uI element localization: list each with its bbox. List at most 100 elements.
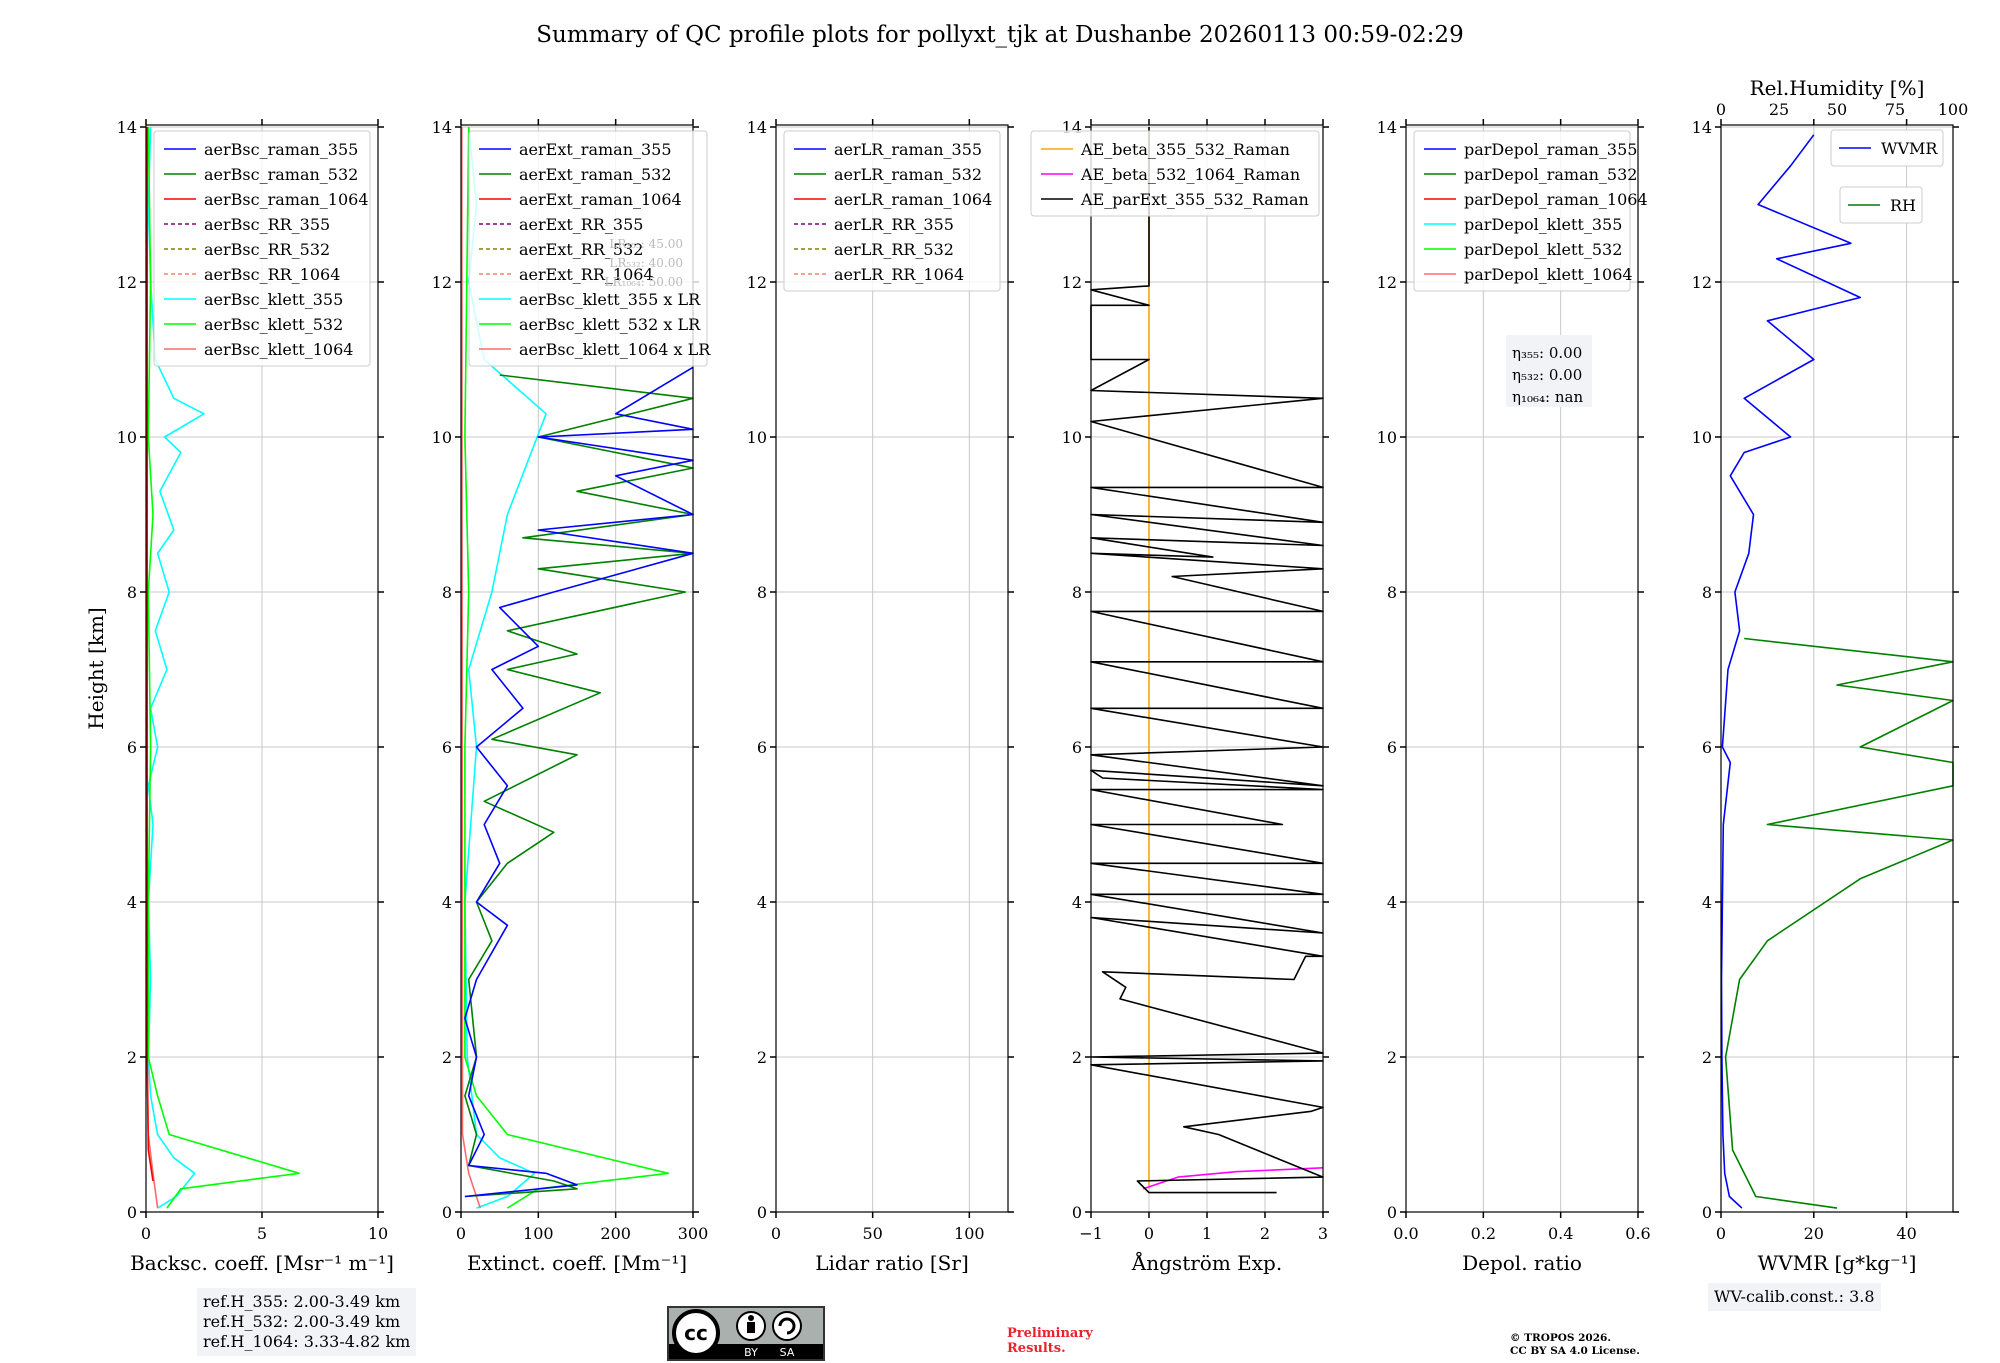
x-tick-label: 0 [1716, 1224, 1726, 1243]
legend-label: aerBsc_RR_1064 [204, 265, 340, 284]
y-tick-label: 2 [442, 1048, 452, 1067]
legend-label: aerBsc_klett_1064 x LR [519, 340, 711, 359]
y-tick-label: 14 [1692, 118, 1712, 137]
legend-label: aerExt_RR_355 [519, 215, 643, 234]
preliminary-line1: Preliminary [1007, 1326, 1093, 1341]
legend-label: parDepol_klett_532 [1464, 240, 1622, 259]
y-tick-label: 2 [1387, 1048, 1397, 1067]
y-tick-label: 8 [1072, 583, 1082, 602]
y-tick-label: 2 [1702, 1048, 1712, 1067]
legend-label: AE_beta_355_532_Raman [1080, 140, 1290, 159]
x-tick-label: 10 [368, 1224, 388, 1243]
legend-label: aerBsc_klett_532 [204, 315, 343, 334]
top-axis-label: Rel.Humidity [%] [1750, 76, 1925, 100]
y-tick-label: 6 [442, 738, 452, 757]
wv-calib-const: WV-calib.const.: 3.8 [1714, 1287, 1875, 1306]
legend-label: parDepol_raman_1064 [1464, 190, 1648, 209]
legend-label: aerBsc_klett_532 x LR [519, 315, 701, 334]
y-tick-label: 0 [1072, 1203, 1082, 1222]
copyright-line1: © TROPOS 2026. [1510, 1332, 1612, 1344]
series-line-aerBsc_klett_532 [147, 126, 300, 1209]
y-tick-label: 10 [1062, 428, 1082, 447]
x-axis-label: Lidar ratio [Sr] [815, 1251, 969, 1275]
legend-label: aerBsc_raman_1064 [204, 190, 369, 209]
y-tick-label: 6 [757, 738, 767, 757]
cc-logo-icon: cc BY SA [669, 1308, 823, 1359]
wv-calib-box: WV-calib.const.: 3.8 [1708, 1283, 1881, 1311]
x-tick-label: 100 [954, 1224, 985, 1243]
y-tick-label: 6 [1702, 738, 1712, 757]
y-tick-label: 2 [127, 1048, 137, 1067]
series-line-AE_beta_532_1064_Raman [1142, 1167, 1324, 1190]
legend-label: aerLR_RR_532 [834, 240, 954, 259]
ref-h-355: ref.H_355: 2.00-3.49 km [203, 1292, 401, 1311]
y-tick-label: 2 [1072, 1048, 1082, 1067]
x-axis-label: Backsc. coeff. [Msr⁻¹ m⁻¹] [130, 1251, 394, 1275]
x-tick-label: 200 [600, 1224, 631, 1243]
y-axis-label: Height [km] [84, 607, 108, 729]
y-tick-label: 0 [1702, 1203, 1712, 1222]
legend: parDepol_raman_355 parDepol_raman_532 parD… [1413, 130, 1648, 292]
y-tick-label: 4 [1387, 893, 1397, 912]
x-tick-label: 0 [141, 1224, 151, 1243]
legend-label: aerBsc_raman_355 [204, 140, 358, 159]
x-tick-label: 5 [257, 1224, 267, 1243]
y-tick-label: 4 [1072, 893, 1082, 912]
legend: aerExt_raman_355 aerExt_raman_532 aerExt_r… [468, 130, 711, 367]
y-tick-label: 6 [1387, 738, 1397, 757]
x-tick-label: 0 [456, 1224, 466, 1243]
panel-depolarization: 0 2 4 6 8 10 12 14 0.0 0.2 0.4 0.6 Depol. ratio parDe… [1377, 118, 1651, 1275]
preliminary-line2: Results. [1007, 1341, 1066, 1356]
y-tick-label: 14 [432, 118, 452, 137]
legend-label: parDepol_raman_532 [1464, 165, 1637, 184]
y-tick-label: 14 [117, 118, 137, 137]
y-tick-label: 10 [747, 428, 767, 447]
y-tick-label: 4 [127, 893, 137, 912]
cc-license-badge: cc BY SA [667, 1306, 825, 1361]
ref-h-532: ref.H_532: 2.00-3.49 km [203, 1312, 401, 1331]
legend-label: parDepol_klett_355 [1464, 215, 1622, 234]
preliminary-note: Preliminary Results. [1007, 1326, 1093, 1356]
top-tick-label: 25 [1769, 100, 1789, 119]
x-axis-label: Ångström Exp. [1131, 1250, 1282, 1275]
eta-label: η₅₃₂: 0.00 [1512, 366, 1582, 384]
y-tick-label: 12 [1692, 273, 1712, 292]
x-tick-label: 100 [523, 1224, 554, 1243]
x-tick-label: 50 [862, 1224, 882, 1243]
legend: aerLR_raman_355 aerLR_raman_532 aerLR_rama… [783, 130, 1001, 292]
cc-by-label: BY [744, 1346, 758, 1359]
series-line-aerBsc_klett_355 [147, 126, 205, 1209]
x-tick-label: 300 [678, 1224, 709, 1243]
x-tick-label: 0.0 [1393, 1224, 1418, 1243]
x-tick-label: 0.4 [1548, 1224, 1573, 1243]
y-tick-label: 12 [432, 273, 452, 292]
y-tick-label: 8 [1387, 583, 1397, 602]
series-line-WVMR [1720, 134, 1861, 1209]
panel-extinction: 0 2 4 6 8 10 12 14 0 100 200 300 Extinct. coeff. [Mm… [432, 118, 712, 1275]
x-tick-label: 0.2 [1471, 1224, 1496, 1243]
top-tick-label: 0 [1716, 100, 1726, 119]
legend-box [468, 130, 708, 367]
x-tick-label: 40 [1896, 1224, 1916, 1243]
legend-rh-label: RH [1890, 196, 1916, 215]
axes-frame [1720, 124, 1954, 1213]
legend-label: parDepol_klett_1064 [1464, 265, 1633, 284]
legend-label: aerLR_RR_1064 [834, 265, 964, 284]
legend-label: AE_beta_532_1064_Raman [1080, 165, 1300, 184]
y-tick-label: 8 [442, 583, 452, 602]
legend: AE_beta_355_532_Raman AE_beta_532_1064_Ra… [1030, 130, 1320, 217]
legend-rh-box [1839, 186, 1923, 224]
series-line-aerExt_raman_532 [464, 374, 694, 1198]
legend-label: aerExt_raman_355 [519, 140, 672, 159]
y-tick-label: 12 [117, 273, 137, 292]
x-tick-label: 0 [1144, 1224, 1154, 1243]
legend-label: aerBsc_klett_355 x LR [519, 290, 701, 309]
legend-box [783, 130, 1001, 292]
lidar-ratio-note: LR₁₀₆₄: 50.00 [605, 275, 683, 289]
y-tick-label: 12 [1377, 273, 1397, 292]
y-tick-label: 2 [757, 1048, 767, 1067]
